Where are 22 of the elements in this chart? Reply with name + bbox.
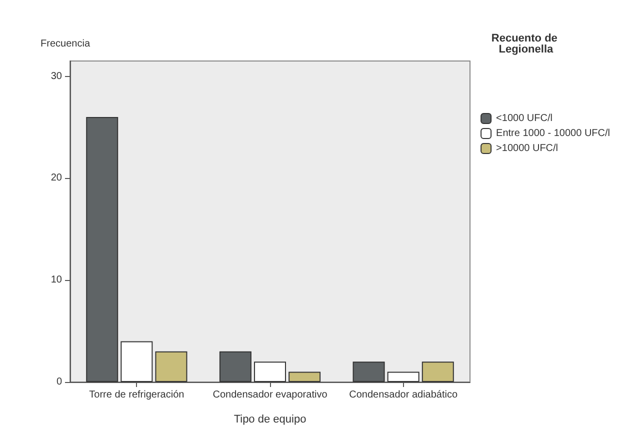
bar — [288, 372, 321, 382]
legend-title: Recuento de Legionella — [491, 32, 560, 56]
bar — [254, 362, 286, 382]
bar — [219, 351, 252, 382]
x-tick-label: Condensador adiabático — [349, 390, 458, 400]
y-tick-label: 20 — [50, 172, 62, 184]
x-tick-label: Condensador evaporativo — [212, 390, 328, 400]
bar — [86, 117, 118, 382]
legend-label: Entre 1000 - 10000 UFC/l — [496, 128, 610, 139]
x-tick-label: Torre de refrigeración — [89, 390, 184, 400]
y-tick-label: 10 — [50, 274, 62, 286]
legend-label: <1000 UFC/l — [496, 113, 552, 124]
bar — [120, 341, 153, 382]
x-axis-title: Tipo de equipo — [234, 414, 306, 426]
bar — [387, 372, 420, 382]
y-tick-label: 30 — [50, 70, 62, 82]
bar — [155, 351, 188, 382]
y-tick-label: 0 — [56, 376, 62, 388]
bar — [422, 362, 454, 382]
bar — [352, 362, 385, 382]
y-axis-title: Frecuencia — [40, 38, 90, 50]
legend-label: >10000 UFC/l — [496, 143, 558, 154]
